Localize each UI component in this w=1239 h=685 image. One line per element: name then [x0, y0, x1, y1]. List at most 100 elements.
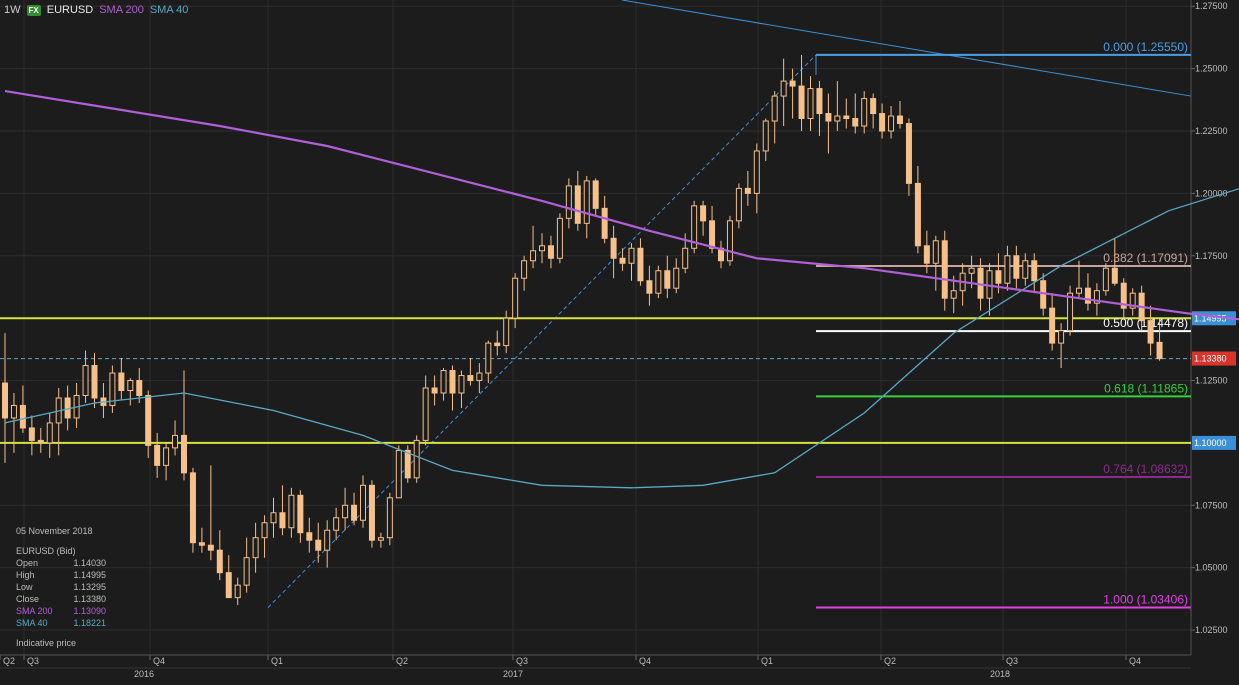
candle-body: [556, 217, 563, 259]
y-tick-label: 1.07500: [1195, 500, 1228, 510]
candle-body: [610, 237, 617, 259]
x-quarter-label: Q4: [1129, 656, 1141, 666]
last-price-label: 1.13380: [1194, 354, 1227, 364]
candle-body: [333, 517, 340, 531]
candle-body: [136, 380, 143, 396]
candle-body: [664, 270, 671, 289]
x-quarter-label: Q1: [761, 656, 773, 666]
candle-body: [798, 85, 805, 120]
candle-body: [628, 247, 635, 264]
candle-body: [709, 220, 716, 249]
candle-body: [91, 365, 98, 399]
candle-body: [521, 260, 528, 279]
candle-body: [28, 427, 35, 441]
candle-body: [682, 247, 689, 269]
x-year-label: 2016: [134, 669, 154, 679]
x-quarter-label: Q3: [27, 656, 39, 666]
candle-body: [771, 95, 778, 122]
candle-body: [1111, 267, 1118, 284]
candle-body: [539, 245, 545, 252]
candle-body: [1102, 267, 1109, 292]
candle-body: [181, 434, 187, 474]
x-quarter-label: Q1: [271, 656, 283, 666]
sma200-line: [4, 90, 1239, 321]
candle-body: [1049, 307, 1056, 344]
candle-body: [19, 404, 26, 429]
candle-body: [351, 504, 358, 521]
candle-body: [207, 544, 214, 551]
candle-body: [1013, 255, 1020, 279]
candle-body: [852, 118, 859, 127]
candle-body: [189, 472, 196, 544]
symbol-label[interactable]: EURUSD: [46, 4, 94, 16]
candle-body: [655, 270, 662, 294]
x-year-label: 2018: [990, 669, 1010, 679]
candle-body: [547, 245, 554, 259]
candle-body: [1067, 292, 1074, 332]
level-price-box: [1192, 435, 1236, 450]
candle-body: [10, 404, 17, 419]
candle-body: [297, 494, 304, 534]
fib-label: 0.000 (1.25550): [1103, 40, 1188, 54]
candle-body: [691, 205, 698, 249]
candle-body: [726, 220, 733, 262]
candle-body: [807, 88, 814, 120]
candle-body: [109, 372, 116, 406]
x-quarter-label: Q4: [153, 656, 165, 666]
candle-body: [735, 187, 742, 222]
candle-body: [905, 123, 912, 184]
x-quarter-label: Q2: [3, 656, 15, 666]
candle-body: [46, 422, 53, 444]
candle-body: [172, 434, 179, 449]
info-row-sma200: SMA 200 1.13090: [16, 606, 106, 616]
candle-body: [163, 447, 170, 466]
fx-badge-icon: FX: [26, 4, 41, 16]
candle-body: [485, 342, 492, 374]
candle-body: [440, 370, 447, 394]
candle-body: [816, 88, 823, 115]
sma200-legend[interactable]: SMA 200: [99, 4, 144, 16]
candle-body: [288, 494, 295, 529]
info-panel: 05 November 2018 EURUSD (Bid) Open 1.1403…: [16, 525, 106, 649]
candle-body: [154, 444, 161, 466]
x-quarter-label: Q2: [396, 656, 408, 666]
candle-body: [601, 207, 608, 239]
x-quarter-label: Q4: [639, 656, 651, 666]
timeframe-label[interactable]: 1W: [4, 4, 21, 16]
candle-body: [368, 484, 375, 541]
candle-body: [870, 98, 877, 115]
candle-body: [360, 484, 366, 521]
candle-body: [700, 205, 707, 222]
candle-body: [1076, 287, 1082, 294]
y-tick-label: 1.17500: [1195, 251, 1228, 261]
candle-body: [494, 342, 501, 347]
x-quarter-label: Q3: [516, 656, 528, 666]
info-row-sma40: SMA 40 1.18221: [16, 618, 106, 628]
candle-body: [458, 375, 465, 394]
info-row-open: Open 1.14030: [16, 558, 106, 568]
candle-body: [234, 584, 241, 599]
candle-body: [879, 113, 886, 132]
level-price-label: 1.14995: [1194, 313, 1227, 323]
candle-body: [261, 522, 268, 539]
candle-body: [377, 537, 384, 541]
info-note: Indicative price: [16, 638, 77, 648]
candle-body: [753, 150, 760, 194]
candle-body: [1022, 260, 1029, 279]
candle-body: [968, 267, 975, 274]
candle-body: [1156, 341, 1163, 360]
candle-body: [431, 387, 438, 394]
fib-label: 0.500 (1.14478): [1103, 316, 1188, 330]
candle-body: [118, 372, 125, 392]
candle-body: [279, 512, 286, 529]
candle-body: [225, 572, 232, 599]
sma40-line: [4, 188, 1239, 489]
candle-body: [744, 187, 751, 194]
candle-body: [861, 98, 868, 127]
x-quarter-label: Q3: [1006, 656, 1018, 666]
sma40-legend[interactable]: SMA 40: [149, 4, 189, 16]
x-quarter-label: Q2: [884, 656, 896, 666]
y-tick-label: 1.22500: [1195, 126, 1228, 136]
y-tick-label: 1.27500: [1195, 1, 1228, 11]
